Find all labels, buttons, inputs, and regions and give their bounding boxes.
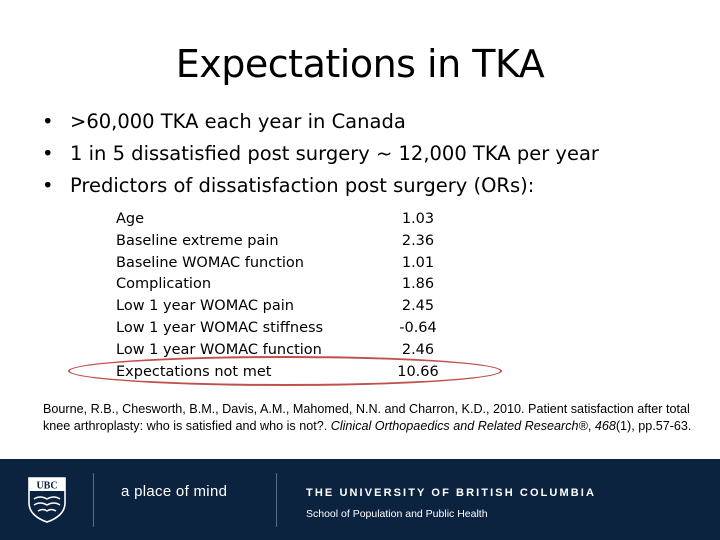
odds-ratio: 1.03 [401, 211, 435, 227]
bullet-item: • >60,000 TKA each year in Canada [42, 106, 702, 138]
bullet-dot: • [42, 174, 54, 197]
citation: Bourne, R.B., Chesworth, B.M., Davis, A.… [43, 401, 713, 435]
citation-volume: 468 [594, 419, 616, 433]
predictor-name: Low 1 year WOMAC stiffness [116, 319, 324, 336]
bullet-item: • Predictors of dissatisfaction post surg… [42, 170, 702, 202]
odds-ratio: 2.36 [401, 232, 435, 249]
bullet-text: 1 in 5 dissatisfied post surgery ~ 12,00… [70, 142, 599, 165]
school-name: School of Population and Public Health [306, 508, 488, 520]
predictor-name: Complication [116, 276, 212, 293]
bullet-dot: • [42, 142, 54, 165]
tagline: a place of mind [121, 483, 228, 500]
slide-title: Expectations in TKA [175, 42, 545, 86]
predictor-name: Low 1 year WOMAC function [116, 341, 322, 358]
ubc-logo: UBC [28, 477, 66, 523]
citation-separator: , [587, 419, 595, 433]
highlight-ellipse [68, 356, 502, 386]
citation-pages: (1), pp.57-63. [615, 419, 692, 433]
bullet-text: Predictors of dissatisfaction post surge… [70, 174, 535, 197]
predictor-name: Baseline extreme pain [116, 232, 279, 249]
odds-ratio: 2.46 [401, 341, 435, 358]
predictor-name: Low 1 year WOMAC pain [116, 298, 294, 315]
university-name: THE UNIVERSITY OF BRITISH COLUMBIA [306, 487, 596, 499]
bullet-text: >60,000 TKA each year in Canada [70, 110, 406, 133]
odds-ratio: 1.86 [401, 276, 435, 293]
citation-journal: Clinical Orthopaedics and Related Resear… [330, 419, 588, 433]
odds-ratio: 2.45 [401, 298, 435, 315]
footer-divider [93, 473, 94, 527]
bullet-item: • 1 in 5 dissatisfied post surgery ~ 12,0… [42, 138, 702, 170]
odds-ratio: 1.01 [401, 254, 435, 271]
bullet-list: • >60,000 TKA each year in Canada • 1 in 5… [42, 106, 702, 202]
odds-ratio: -0.64 [399, 319, 437, 336]
logo-text: UBC [36, 481, 57, 492]
bullet-dot: • [42, 110, 54, 133]
footer-divider [276, 473, 277, 527]
predictor-name: Baseline WOMAC function [116, 254, 304, 271]
citation-authors: Bourne, R.B., Chesworth, B.M., Davis, A.… [43, 402, 690, 433]
footer-banner: UBC a place of mind THE UNIVERSITY OF BR… [0, 459, 720, 540]
predictor-name: Age [116, 211, 145, 227]
